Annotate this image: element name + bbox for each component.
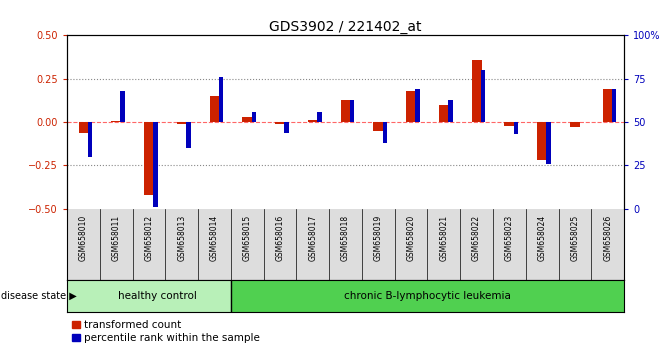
Bar <box>612 89 617 122</box>
Bar <box>472 60 482 122</box>
Text: healthy control: healthy control <box>117 291 197 301</box>
Text: disease state ▶: disease state ▶ <box>1 291 76 301</box>
Bar <box>415 89 420 122</box>
Bar <box>219 77 223 122</box>
Bar <box>350 99 354 122</box>
Text: GSM658016: GSM658016 <box>276 215 285 261</box>
Text: GSM658020: GSM658020 <box>407 215 415 261</box>
Bar <box>177 122 187 124</box>
Bar <box>317 112 321 122</box>
Bar <box>341 99 350 122</box>
Bar <box>79 122 89 132</box>
Text: GSM658023: GSM658023 <box>505 215 514 261</box>
Text: GSM658012: GSM658012 <box>144 215 154 261</box>
Bar <box>186 122 191 148</box>
Text: GSM658015: GSM658015 <box>243 215 252 261</box>
Text: chronic B-lymphocytic leukemia: chronic B-lymphocytic leukemia <box>344 291 511 301</box>
Bar <box>439 105 449 122</box>
Text: GSM658024: GSM658024 <box>537 215 547 261</box>
Bar <box>252 112 256 122</box>
Text: GSM658026: GSM658026 <box>603 215 612 261</box>
Bar <box>448 99 453 122</box>
Bar <box>144 122 154 195</box>
Bar <box>242 117 252 122</box>
Bar <box>481 70 485 122</box>
Bar <box>570 122 580 127</box>
Text: GSM658019: GSM658019 <box>374 215 383 261</box>
Bar <box>285 122 289 132</box>
Text: GSM658014: GSM658014 <box>210 215 219 261</box>
Bar <box>67 280 231 312</box>
Bar <box>111 121 121 122</box>
Bar <box>88 122 93 157</box>
Text: GSM658010: GSM658010 <box>79 215 88 261</box>
Bar <box>231 280 624 312</box>
Title: GDS3902 / 221402_at: GDS3902 / 221402_at <box>269 21 422 34</box>
Text: GSM658018: GSM658018 <box>341 215 350 261</box>
Text: GSM658021: GSM658021 <box>440 215 448 261</box>
Bar <box>275 122 285 124</box>
Bar <box>121 91 125 122</box>
Text: GSM658025: GSM658025 <box>570 215 579 261</box>
Bar <box>513 122 518 134</box>
Bar <box>153 122 158 207</box>
Text: GSM658011: GSM658011 <box>112 215 121 261</box>
Bar <box>537 122 547 160</box>
Legend: transformed count, percentile rank within the sample: transformed count, percentile rank withi… <box>72 320 260 343</box>
Bar <box>546 122 551 164</box>
Bar <box>209 96 219 122</box>
Text: GSM658022: GSM658022 <box>472 215 481 261</box>
Bar <box>406 91 416 122</box>
Text: GSM658017: GSM658017 <box>308 215 317 261</box>
Bar <box>382 122 387 143</box>
Bar <box>308 120 318 122</box>
Bar <box>505 122 514 126</box>
Bar <box>374 122 383 131</box>
Text: GSM658013: GSM658013 <box>177 215 187 261</box>
Bar <box>603 89 613 122</box>
